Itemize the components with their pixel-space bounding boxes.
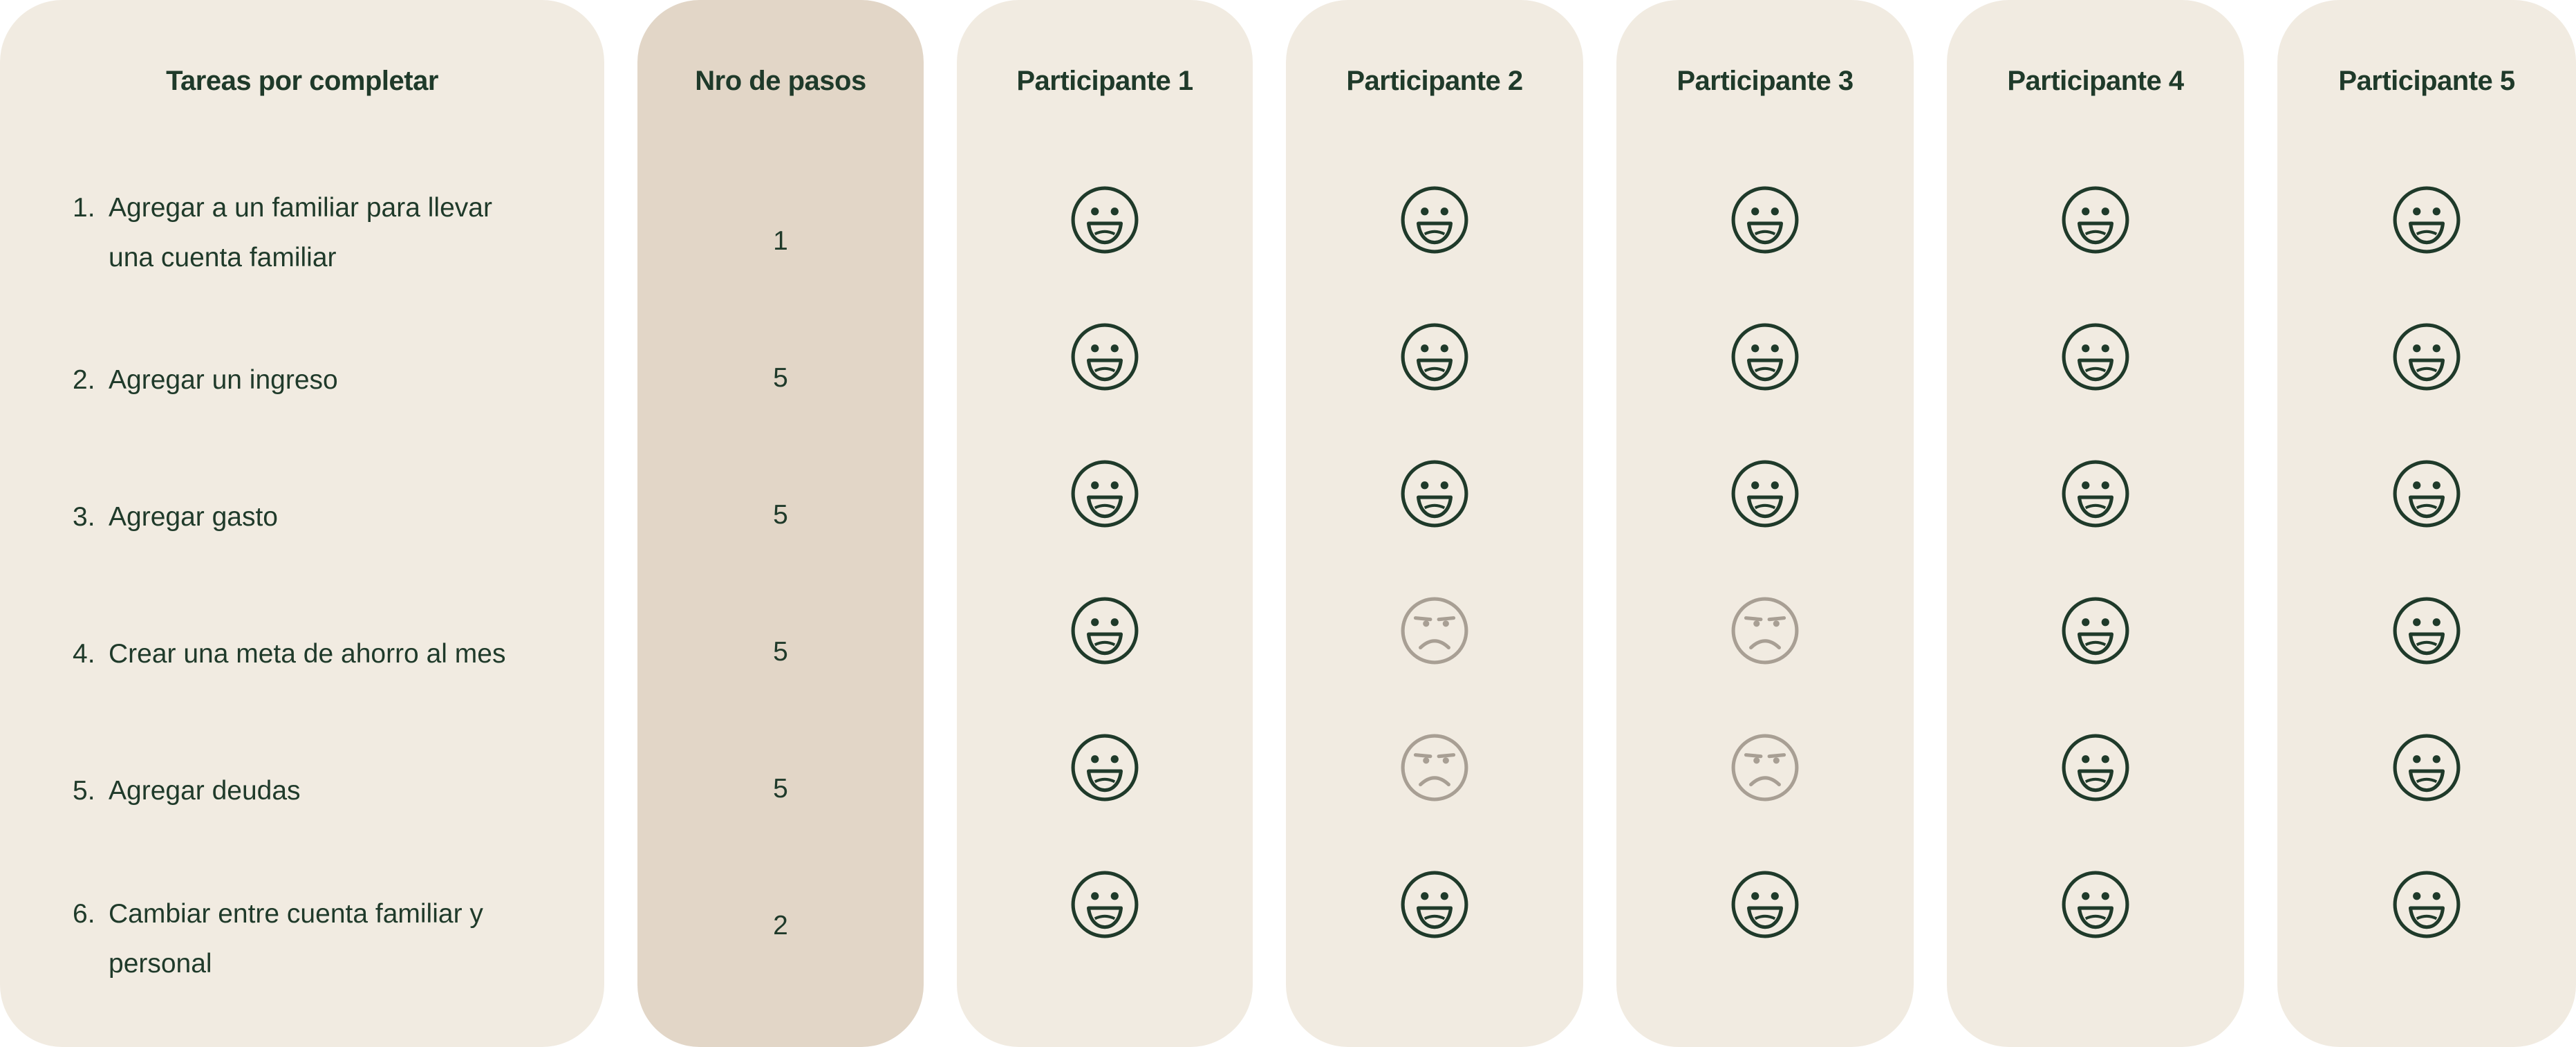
happy-face-icon (2062, 734, 2129, 802)
step-count: 5 (773, 500, 788, 530)
happy-face-icon (2393, 871, 2461, 938)
happy-face-icon (1401, 460, 1468, 528)
task-label: Agregar a un familiar para llevar una cu… (109, 193, 492, 272)
happy-face-icon (1401, 871, 1468, 938)
happy-face-icon (2393, 460, 2461, 528)
happy-face-icon (1071, 186, 1139, 254)
happy-face-icon (1071, 460, 1139, 528)
happy-face-icon (2393, 597, 2461, 665)
participant-header: Participante 1 (1016, 66, 1193, 96)
happy-face-icon (1071, 871, 1139, 938)
step-count: 5 (773, 774, 788, 804)
task-number: 6. (73, 899, 95, 929)
step-count: 2 (773, 911, 788, 941)
step-count: 5 (773, 363, 788, 393)
task-item: 2. Agregar un ingreso (73, 355, 598, 405)
happy-face-icon (2062, 871, 2129, 938)
happy-face-icon (1731, 186, 1799, 254)
participant-header: Participante 5 (2338, 66, 2515, 96)
steps-header: Nro de pasos (695, 66, 866, 96)
happy-face-icon (2393, 323, 2461, 391)
happy-face-icon (1071, 323, 1139, 391)
happy-face-icon (1071, 597, 1139, 665)
happy-face-icon (2062, 186, 2129, 254)
happy-face-icon (2062, 460, 2129, 528)
participant-column-2: Participante 2 (1286, 0, 1583, 1047)
happy-face-icon (2393, 734, 2461, 802)
frustrated-face-icon (1401, 734, 1468, 802)
participant-header: Participante 4 (2007, 66, 2184, 96)
happy-face-icon (2062, 323, 2129, 391)
participant-column-1: Participante 1 (957, 0, 1253, 1047)
happy-face-icon (1731, 871, 1799, 938)
happy-face-icon (1401, 323, 1468, 391)
happy-face-icon (2062, 597, 2129, 665)
happy-face-icon (1401, 186, 1468, 254)
participant-column-4: Participante 4 (1947, 0, 2244, 1047)
task-label: Agregar deudas (109, 776, 301, 806)
task-number: 5. (73, 776, 95, 806)
participant-column-5: Participante 5 (2277, 0, 2576, 1047)
task-item: 1. Agregar a un familiar para llevar una… (73, 183, 598, 283)
happy-face-icon (1071, 734, 1139, 802)
task-item: 4. Crear una meta de ahorro al mes (73, 629, 598, 679)
task-label: Agregar gasto (109, 502, 278, 532)
tasks-column: Tareas por completar 1. Agregar a un fam… (0, 0, 604, 1047)
task-label: Crear una meta de ahorro al mes (109, 639, 506, 669)
frustrated-face-icon (1731, 734, 1799, 802)
task-number: 3. (73, 502, 95, 532)
happy-face-icon (1731, 323, 1799, 391)
tasks-header: Tareas por completar (166, 66, 438, 96)
participant-header: Participante 2 (1346, 66, 1523, 96)
steps-column: Nro de pasos 1 5 5 5 5 2 (637, 0, 924, 1047)
step-count: 1 (773, 226, 788, 256)
participant-column-3: Participante 3 (1616, 0, 1914, 1047)
happy-face-icon (1731, 460, 1799, 528)
frustrated-face-icon (1401, 597, 1468, 665)
task-number: 2. (73, 365, 95, 395)
frustrated-face-icon (1731, 597, 1799, 665)
happy-face-icon (2393, 186, 2461, 254)
task-label: Cambiar entre cuenta familiar y personal (109, 899, 483, 979)
step-count: 5 (773, 637, 788, 667)
task-item: 3. Agregar gasto (73, 492, 598, 542)
task-item: 6. Cambiar entre cuenta familiar y perso… (73, 889, 598, 989)
task-number: 4. (73, 639, 95, 669)
participant-header: Participante 3 (1677, 66, 1854, 96)
task-item: 5. Agregar deudas (73, 766, 598, 816)
task-label: Agregar un ingreso (109, 365, 338, 395)
task-number: 1. (73, 193, 95, 223)
